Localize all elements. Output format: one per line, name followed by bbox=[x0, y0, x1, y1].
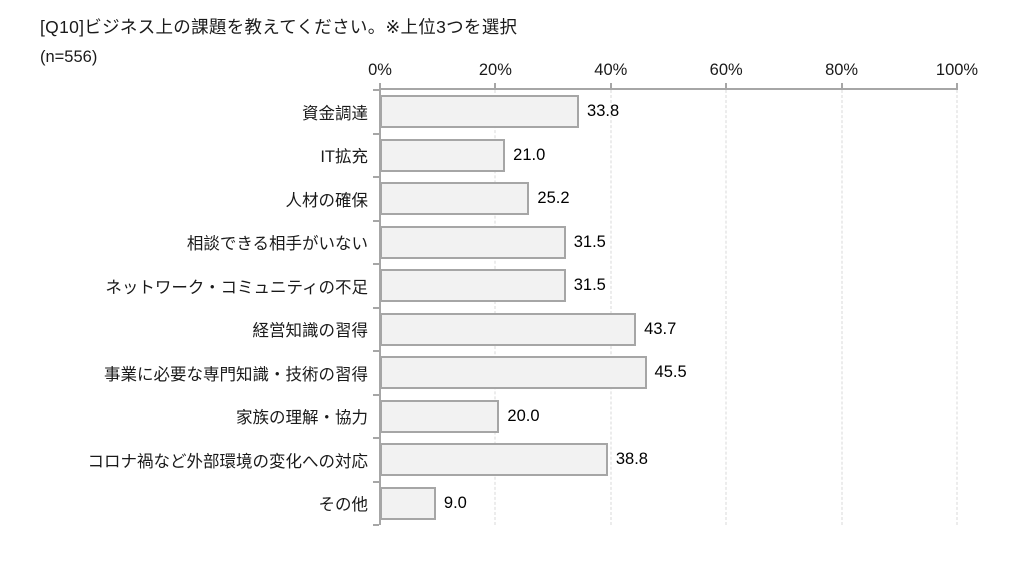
x-axis-tick-mark bbox=[725, 83, 728, 88]
category-axis-tick-mark bbox=[373, 263, 379, 265]
bar-value-label: 21.0 bbox=[513, 145, 546, 164]
chart-title: [Q10]ビジネス上の課題を教えてください。※上位3つを選択 bbox=[40, 17, 518, 37]
x-axis-tick-label: 40% bbox=[594, 61, 628, 79]
bar-value-label: 31.5 bbox=[573, 232, 606, 251]
bar-row: 43.7 bbox=[380, 308, 957, 352]
bar-value-label: 31.5 bbox=[573, 276, 606, 295]
x-axis-tick-mark bbox=[379, 83, 381, 88]
category-label: ネットワーク・コミュニティの不足 bbox=[105, 278, 368, 297]
x-axis-tick-label: 80% bbox=[825, 61, 859, 79]
bar bbox=[380, 182, 530, 216]
bar bbox=[380, 269, 566, 303]
x-axis-tick-mark bbox=[609, 83, 612, 88]
bar-row: 33.8 bbox=[380, 90, 957, 134]
gridline bbox=[841, 90, 843, 525]
x-axis-tick-label: 0% bbox=[368, 61, 392, 79]
category-label: 相談できる相手がいない bbox=[186, 235, 368, 254]
bar bbox=[380, 225, 566, 259]
bar-row: 21.0 bbox=[380, 134, 957, 178]
x-axis-tick-label: 20% bbox=[478, 61, 512, 79]
category-axis-tick-mark bbox=[373, 89, 379, 91]
bar bbox=[380, 95, 580, 129]
bar-row: 45.5 bbox=[380, 351, 957, 395]
category-axis-tick-mark bbox=[373, 132, 379, 135]
category-label: 人材の確保 bbox=[285, 191, 369, 210]
x-axis-line bbox=[379, 88, 958, 90]
x-axis-tick-label: 60% bbox=[709, 61, 743, 79]
category-label: その他 bbox=[318, 496, 369, 515]
bar-value-label: 33.8 bbox=[587, 102, 620, 121]
gridline bbox=[956, 90, 958, 525]
bar-row: 20.0 bbox=[380, 395, 957, 439]
category-axis-tick-mark bbox=[373, 306, 379, 309]
category-label: 資金調達 bbox=[302, 104, 368, 123]
x-axis-tick-mark bbox=[494, 83, 497, 88]
category-axis-tick-mark bbox=[373, 176, 379, 178]
bar-row: 31.5 bbox=[380, 264, 957, 308]
bar-value-label: 43.7 bbox=[644, 319, 677, 338]
bar-value-label: 38.8 bbox=[615, 450, 648, 469]
bar bbox=[380, 443, 608, 477]
category-label: IT拡充 bbox=[320, 148, 368, 167]
bar-value-label: 25.2 bbox=[537, 189, 570, 208]
bar bbox=[380, 138, 506, 172]
category-label: 事業に必要な専門知識・技術の習得 bbox=[104, 365, 368, 384]
gridline bbox=[610, 90, 612, 525]
bar bbox=[380, 399, 500, 433]
category-axis-tick-mark bbox=[373, 393, 379, 396]
category-axis-tick-mark bbox=[373, 524, 379, 526]
category-label: 家族の理解・協力 bbox=[236, 409, 368, 428]
bar bbox=[380, 312, 637, 346]
bar-value-label: 9.0 bbox=[443, 493, 467, 512]
bar-value-label: 20.0 bbox=[507, 406, 540, 425]
x-axis-tick-mark bbox=[840, 83, 843, 88]
bar bbox=[380, 486, 436, 520]
bar-row: 9.0 bbox=[380, 482, 957, 526]
category-axis-tick-mark bbox=[373, 219, 379, 222]
sample-size-label: (n=556) bbox=[40, 48, 98, 66]
x-axis-tick-mark bbox=[956, 83, 958, 88]
bar-row: 25.2 bbox=[380, 177, 957, 221]
category-axis-line bbox=[379, 88, 381, 525]
bar bbox=[380, 356, 647, 390]
x-axis-tick-label: 100% bbox=[935, 61, 979, 79]
gridline bbox=[725, 90, 727, 525]
category-axis-tick-mark bbox=[373, 480, 379, 483]
gridline bbox=[494, 90, 496, 525]
category-axis-tick-mark bbox=[373, 437, 379, 439]
category-label: 経営知識の習得 bbox=[252, 322, 369, 341]
bar-row: 38.8 bbox=[380, 438, 957, 482]
plot-area: 33.8 21.0 25.2 31.5 31.5 43.7 45.5 20.0 38.8 9.0 bbox=[373, 83, 958, 526]
category-label: コロナ禍など外部環境の変化への対応 bbox=[87, 452, 369, 471]
category-axis-tick-mark bbox=[373, 350, 379, 352]
bar-row: 31.5 bbox=[380, 221, 957, 265]
bar-value-label: 45.5 bbox=[654, 363, 687, 382]
